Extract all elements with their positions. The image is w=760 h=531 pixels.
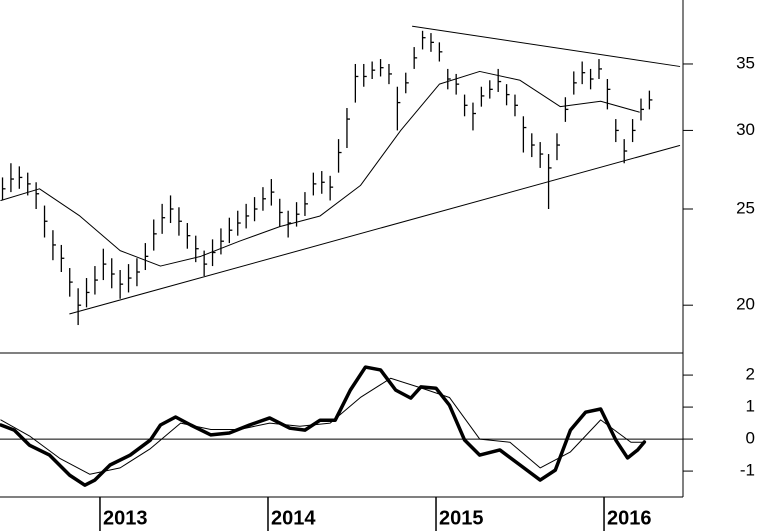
y-tick-label: -1 bbox=[740, 461, 755, 480]
x-tick-label: 2016 bbox=[607, 507, 652, 529]
trendline bbox=[411, 25, 681, 67]
y-tick-label: 25 bbox=[736, 198, 755, 217]
trendline bbox=[69, 144, 681, 315]
y-tick-label: 35 bbox=[736, 53, 755, 72]
x-tick-label: 2015 bbox=[439, 507, 484, 529]
y-tick-label: 1 bbox=[746, 397, 755, 416]
y-tick-label: 2 bbox=[746, 365, 755, 384]
indicator-line bbox=[0, 365, 647, 487]
signal-line bbox=[0, 377, 645, 475]
y-tick-label: 20 bbox=[736, 295, 755, 314]
y-tick-label: 0 bbox=[746, 429, 755, 448]
moving-average bbox=[0, 70, 640, 267]
y-tick-label: 30 bbox=[736, 120, 755, 139]
x-tick-label: 2014 bbox=[271, 507, 316, 529]
x-tick-label: 2013 bbox=[103, 507, 148, 529]
